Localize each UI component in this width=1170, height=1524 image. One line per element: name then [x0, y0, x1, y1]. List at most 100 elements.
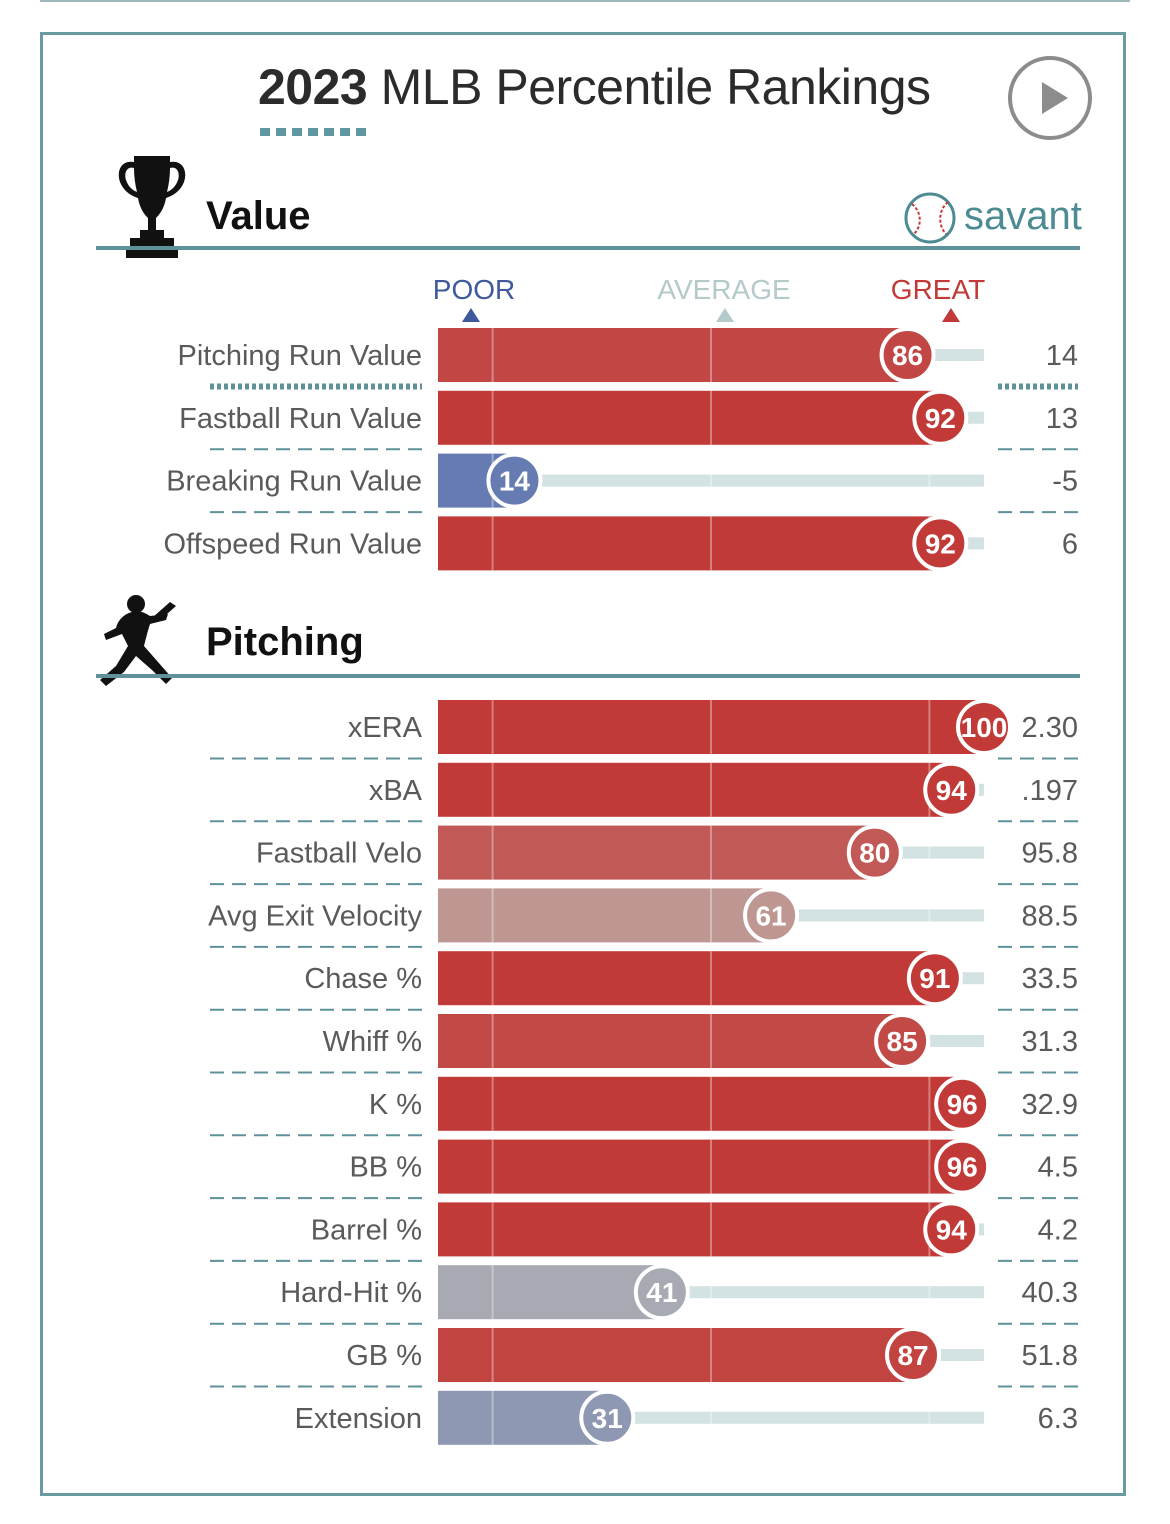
metric-value: 6.3	[1038, 1403, 1078, 1435]
title-underline	[260, 128, 372, 136]
percentile-bar	[438, 1390, 608, 1445]
percentile-label: 31	[592, 1403, 623, 1434]
percentile-marker	[874, 1013, 931, 1069]
percentile-marker	[879, 327, 936, 383]
percentile-label: 61	[755, 900, 786, 931]
percentile-marker	[956, 699, 1012, 755]
metric-label: Whiff %	[323, 1026, 422, 1058]
percentile-marker	[934, 1138, 991, 1195]
metric-value: 88.5	[1022, 900, 1078, 932]
section-rule-value	[96, 246, 1080, 250]
percentile-bar	[438, 951, 935, 1006]
scale-label-great: GREAT	[890, 274, 986, 305]
percentile-label: 94	[936, 775, 968, 806]
percentile-bar	[438, 762, 952, 817]
average-marker-icon	[716, 308, 734, 322]
savant-brand: savant	[964, 194, 1082, 238]
percentile-marker	[906, 950, 963, 1007]
percentile-marker	[579, 1389, 636, 1446]
metric-label: GB %	[346, 1340, 422, 1372]
percentile-marker	[486, 452, 543, 509]
metric-label: BB %	[349, 1152, 422, 1184]
baseball-icon	[904, 192, 956, 244]
metric-label: Chase %	[304, 963, 422, 995]
metric-value: .197	[1022, 775, 1078, 807]
metric-label: Breaking Run Value	[166, 466, 422, 498]
percentile-marker	[743, 887, 800, 944]
percentile-label: 96	[947, 1089, 978, 1120]
pitcher-silhouette-icon	[100, 595, 176, 686]
metric-value: 33.5	[1022, 963, 1078, 995]
percentile-label: 92	[925, 403, 956, 434]
percentile-marker	[923, 1201, 980, 1258]
percentile-marker	[633, 1264, 690, 1321]
top-divider	[40, 0, 1130, 2]
metric-value: 14	[1046, 340, 1078, 372]
metric-value: 13	[1046, 403, 1078, 435]
percentile-label: 91	[919, 963, 950, 994]
percentile-label: 41	[646, 1277, 677, 1308]
percentile-label: 86	[892, 340, 923, 371]
metric-value: 40.3	[1022, 1277, 1078, 1309]
percentile-label: 94	[936, 1214, 968, 1245]
metric-value: 2.30	[1022, 712, 1078, 744]
metric-label: Offspeed Run Value	[164, 528, 423, 560]
percentile-label: 92	[925, 528, 956, 559]
metric-label: Hard-Hit %	[280, 1277, 422, 1309]
metric-value: 6	[1062, 528, 1078, 560]
bar-track	[438, 474, 984, 487]
card-frame	[40, 32, 1126, 1496]
metric-label: xERA	[348, 712, 423, 744]
metric-value: 32.9	[1022, 1089, 1078, 1121]
percentile-label: 85	[887, 1026, 918, 1057]
percentile-bar	[438, 328, 908, 382]
metric-value: -5	[1052, 466, 1078, 498]
scale-label-average: AVERAGE	[657, 274, 791, 305]
percentile-bar	[438, 1076, 963, 1131]
percentile-marker	[923, 761, 980, 818]
percentile-bar	[438, 1202, 952, 1257]
percentile-bar	[438, 516, 941, 571]
metric-value: 95.8	[1022, 838, 1078, 870]
metric-label: Fastball Velo	[256, 838, 422, 870]
percentile-label: 87	[897, 1340, 928, 1371]
play-button[interactable]	[1008, 56, 1092, 140]
percentile-bar	[438, 1014, 903, 1068]
percentile-bar	[438, 1139, 963, 1194]
metric-label: Barrel %	[311, 1214, 422, 1246]
percentile-marker	[846, 824, 903, 881]
metric-value: 4.5	[1038, 1152, 1078, 1184]
percentile-label: 100	[961, 712, 1008, 743]
page-title: 2023 MLB Percentile Rankings	[258, 59, 931, 115]
metric-label: xBA	[369, 775, 423, 807]
play-icon	[1042, 82, 1068, 114]
section-rule-pitching	[96, 674, 1080, 678]
percentile-label: 14	[499, 466, 531, 497]
scale-label-poor: POOR	[432, 274, 516, 305]
metric-value: 4.2	[1038, 1214, 1078, 1246]
metric-value: 51.8	[1022, 1340, 1078, 1372]
percentile-label: 96	[947, 1152, 978, 1183]
percentile-marker	[885, 1327, 942, 1383]
metric-label: Avg Exit Velocity	[208, 900, 422, 932]
percentile-bar	[438, 700, 984, 754]
metric-label: Fastball Run Value	[179, 403, 422, 435]
section-heading-pitching: Pitching	[206, 620, 364, 664]
percentile-bar	[438, 825, 875, 880]
poor-marker-icon	[462, 308, 480, 322]
percentile-marker	[934, 1075, 991, 1132]
great-marker-icon	[942, 308, 960, 322]
metric-label: K %	[369, 1089, 422, 1121]
metric-value: 31.3	[1022, 1026, 1078, 1058]
metric-label: Extension	[295, 1403, 422, 1435]
section-heading-value: Value	[206, 194, 311, 238]
percentile-marker	[912, 389, 969, 446]
percentile-bar	[438, 1328, 914, 1382]
percentile-bar	[438, 1265, 662, 1320]
percentile-marker	[912, 515, 969, 572]
percentile-label: 80	[859, 838, 890, 869]
metric-label: Pitching Run Value	[177, 340, 422, 372]
percentile-bar	[438, 888, 772, 943]
percentile-bar	[438, 390, 941, 445]
